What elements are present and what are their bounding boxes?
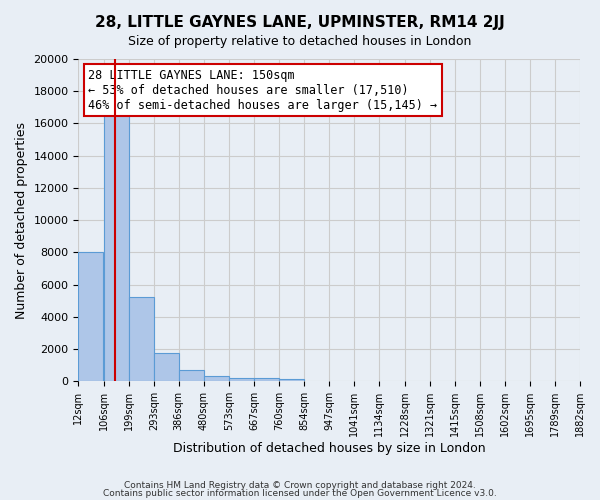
Text: Size of property relative to detached houses in London: Size of property relative to detached ho… — [128, 35, 472, 48]
Bar — [229, 378, 254, 381]
Y-axis label: Number of detached properties: Number of detached properties — [15, 122, 28, 318]
X-axis label: Distribution of detached houses by size in London: Distribution of detached houses by size … — [173, 442, 485, 455]
Bar — [154, 353, 179, 381]
Bar — [128, 296, 154, 381]
Bar — [79, 252, 103, 381]
Bar — [179, 370, 203, 381]
Bar — [279, 379, 304, 381]
Text: Contains HM Land Registry data © Crown copyright and database right 2024.: Contains HM Land Registry data © Crown c… — [124, 481, 476, 490]
Bar — [104, 116, 128, 381]
Bar — [254, 378, 279, 381]
Text: 28, LITTLE GAYNES LANE, UPMINSTER, RM14 2JJ: 28, LITTLE GAYNES LANE, UPMINSTER, RM14 … — [95, 15, 505, 30]
Bar — [204, 376, 229, 381]
Text: Contains public sector information licensed under the Open Government Licence v3: Contains public sector information licen… — [103, 488, 497, 498]
Text: 28 LITTLE GAYNES LANE: 150sqm
← 53% of detached houses are smaller (17,510)
46% : 28 LITTLE GAYNES LANE: 150sqm ← 53% of d… — [88, 68, 437, 112]
